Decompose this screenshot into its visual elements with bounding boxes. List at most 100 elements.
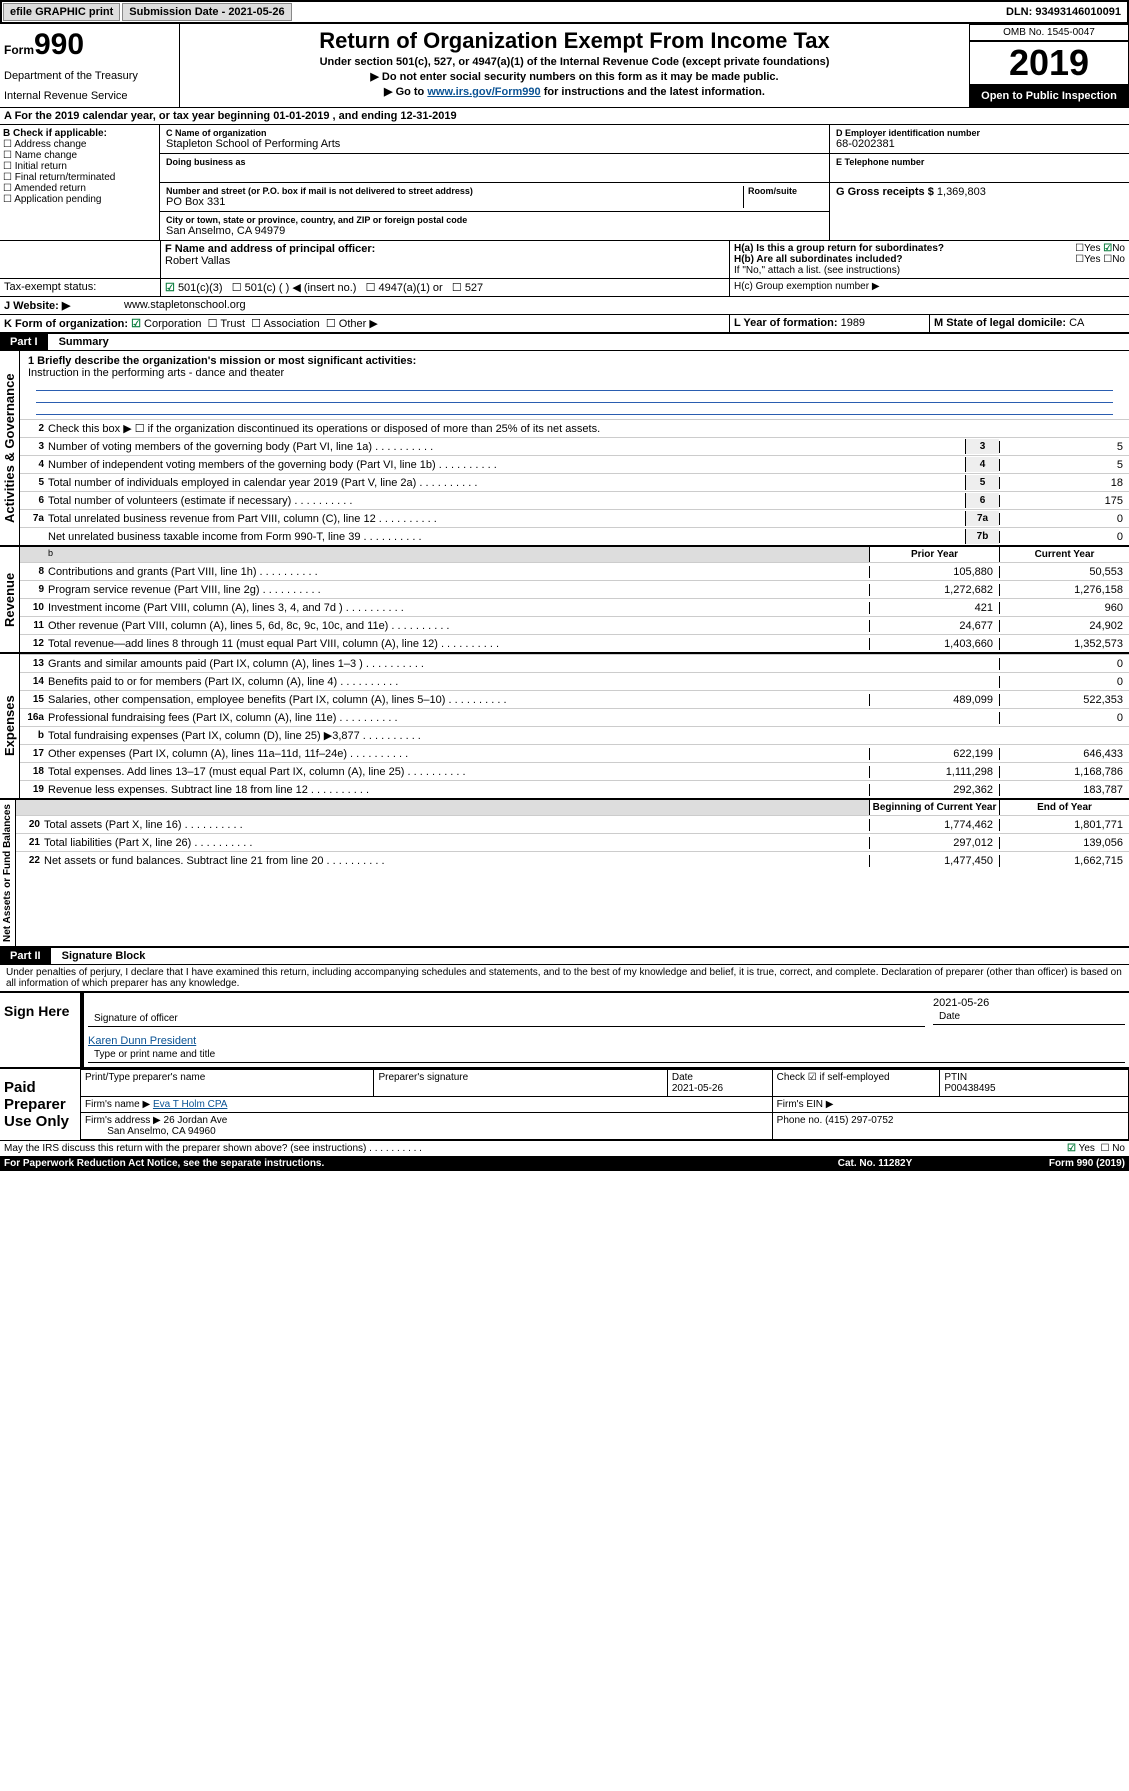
form-id-block: Form990 Department of the Treasury Inter… (0, 24, 180, 107)
q3-val: 5 (999, 441, 1129, 453)
tax-exempt-row: Tax-exempt status: ☑ 501(c)(3) ☐ 501(c) … (0, 278, 1129, 296)
form-label: Form (4, 43, 34, 57)
q1-mission: Instruction in the performing arts - dan… (28, 367, 1121, 379)
ha-line: H(a) Is this a group return for subordin… (734, 243, 1125, 254)
firm-name-link[interactable]: Eva T Holm CPA (153, 1099, 227, 1110)
table-row: 12Total revenue—add lines 8 through 11 (… (20, 634, 1129, 652)
open-public-badge: Open to Public Inspection (969, 85, 1129, 107)
box-c: C Name of organization Stapleton School … (160, 125, 829, 240)
efile-print-button[interactable]: efile GRAPHIC print (3, 3, 120, 21)
chk-address-change[interactable]: ☐ Address change (3, 139, 156, 150)
irs-link[interactable]: www.irs.gov/Form990 (427, 86, 540, 98)
officer-name: Robert Vallas (165, 255, 725, 267)
form-header: Form990 Department of the Treasury Inter… (0, 24, 1129, 107)
klm-row: K Form of organization: ☑ Corporation ☐ … (0, 314, 1129, 332)
preparer-table: Print/Type preparer's name Preparer's si… (80, 1069, 1129, 1140)
firm-ein-label: Firm's EIN ▶ (772, 1097, 1128, 1113)
footer: For Paperwork Reduction Act Notice, see … (0, 1156, 1129, 1171)
q4-val: 5 (999, 459, 1129, 471)
footer-right: Form 990 (2019) (975, 1158, 1125, 1169)
title-block: Return of Organization Exempt From Incom… (180, 24, 969, 107)
chk-501c3[interactable]: ☑ (165, 282, 175, 294)
expenses-section: Expenses 13Grants and similar amounts pa… (0, 652, 1129, 798)
officer-label: F Name and address of principal officer: (165, 243, 725, 255)
prep-h4: Check ☑ if self-employed (772, 1070, 940, 1097)
perjury-text: Under penalties of perjury, I declare th… (0, 964, 1129, 991)
current-year-header: Current Year (999, 547, 1129, 562)
paid-preparer-label: Paid Preparer Use Only (0, 1069, 80, 1140)
footer-left: For Paperwork Reduction Act Notice, see … (4, 1158, 775, 1169)
table-row: bTotal fundraising expenses (Part IX, co… (20, 726, 1129, 744)
chk-corporation[interactable]: ☑ (131, 318, 141, 330)
table-row: 19Revenue less expenses. Subtract line 1… (20, 780, 1129, 798)
prior-year-header: Prior Year (869, 547, 999, 562)
year-formation: 1989 (841, 317, 865, 329)
form-number: 990 (34, 28, 84, 61)
prep-h1: Print/Type preparer's name (81, 1070, 374, 1097)
q5-val: 18 (999, 477, 1129, 489)
hb-line: H(b) Are all subordinates included? ☐Yes… (734, 254, 1125, 265)
footer-mid: Cat. No. 11282Y (775, 1158, 975, 1169)
sig-officer-label: Signature of officer (88, 1011, 925, 1027)
chk-final-return[interactable]: ☐ Final return/terminated (3, 172, 156, 183)
netassets-header: Beginning of Current Year End of Year (16, 800, 1129, 815)
table-row: 21Total liabilities (Part X, line 26)297… (16, 833, 1129, 851)
state-domicile-label: M State of legal domicile: (934, 317, 1066, 329)
main-title: Return of Organization Exempt From Incom… (184, 28, 965, 54)
part1-title: Summary (51, 336, 109, 348)
table-row: 13Grants and similar amounts paid (Part … (20, 654, 1129, 672)
subtitle-1: Under section 501(c), 527, or 4947(a)(1)… (184, 56, 965, 68)
q7a-val: 0 (999, 513, 1129, 525)
officer-name-link[interactable]: Karen Dunn President (88, 1035, 1125, 1047)
q3-text: Number of voting members of the governin… (48, 441, 965, 453)
part1-header-row: Part I Summary (0, 332, 1129, 350)
chk-initial-return[interactable]: ☐ Initial return (3, 161, 156, 172)
begin-year-header: Beginning of Current Year (869, 800, 999, 815)
omb-number: OMB No. 1545-0047 (969, 24, 1129, 41)
city-label: City or town, state or province, country… (166, 215, 823, 225)
netassets-vert-label: Net Assets or Fund Balances (0, 800, 15, 946)
website-label: J Website: ▶ (0, 297, 120, 314)
year-formation-label: L Year of formation: (734, 317, 838, 329)
table-row: 10Investment income (Part VIII, column (… (20, 598, 1129, 616)
governance-section: Activities & Governance 1 Briefly descri… (0, 350, 1129, 545)
ein-label: D Employer identification number (836, 128, 1123, 138)
box-b-label: B Check if applicable: (3, 128, 156, 139)
chk-name-change[interactable]: ☐ Name change (3, 150, 156, 161)
table-row: 20Total assets (Part X, line 16)1,774,46… (16, 815, 1129, 833)
ein-value: 68-0202381 (836, 138, 1123, 150)
gross-receipts-label: G Gross receipts $ (836, 186, 934, 198)
chk-app-pending[interactable]: ☐ Application pending (3, 194, 156, 205)
box-deg: D Employer identification number 68-0202… (829, 125, 1129, 240)
netassets-section: Net Assets or Fund Balances Beginning of… (0, 798, 1129, 946)
chk-amended[interactable]: ☐ Amended return (3, 183, 156, 194)
discuss-yes-check[interactable]: ☑ (1067, 1143, 1076, 1154)
period-line-a: A For the 2019 calendar year, or tax yea… (0, 107, 1129, 124)
year-box: OMB No. 1545-0047 2019 Open to Public In… (969, 24, 1129, 107)
state-domicile: CA (1069, 317, 1084, 329)
dept-irs: Internal Revenue Service (4, 90, 175, 102)
dln-label: DLN: 93493146010091 (1000, 4, 1127, 20)
q2-text: Check this box ▶ ☐ if the organization d… (48, 422, 1129, 435)
part2-badge: Part II (0, 948, 51, 964)
q7a-text: Total unrelated business revenue from Pa… (48, 513, 965, 525)
ptin-value: P00438495 (944, 1083, 995, 1094)
revenue-vert-label: Revenue (0, 547, 19, 652)
top-bar: efile GRAPHIC print Submission Date - 20… (0, 0, 1129, 24)
table-row: 22Net assets or fund balances. Subtract … (16, 851, 1129, 869)
submission-date-button[interactable]: Submission Date - 2021-05-26 (122, 3, 291, 21)
sig-date: 2021-05-26 (933, 997, 1125, 1009)
part2-title: Signature Block (54, 950, 146, 962)
hc-line: H(c) Group exemption number ▶ (729, 279, 1129, 296)
discuss-text: May the IRS discuss this return with the… (4, 1143, 1067, 1154)
table-row: 18Total expenses. Add lines 13–17 (must … (20, 762, 1129, 780)
box-b: B Check if applicable: ☐ Address change … (0, 125, 160, 240)
governance-vert-label: Activities & Governance (0, 351, 19, 545)
org-address: PO Box 331 (166, 196, 743, 208)
table-row: 16aProfessional fundraising fees (Part I… (20, 708, 1129, 726)
paid-preparer-block: Paid Preparer Use Only Print/Type prepar… (0, 1067, 1129, 1140)
org-city: San Anselmo, CA 94979 (166, 225, 823, 237)
tax-year: 2019 (969, 41, 1129, 85)
dba-label: Doing business as (166, 157, 823, 167)
sign-here-label: Sign Here (0, 993, 80, 1067)
